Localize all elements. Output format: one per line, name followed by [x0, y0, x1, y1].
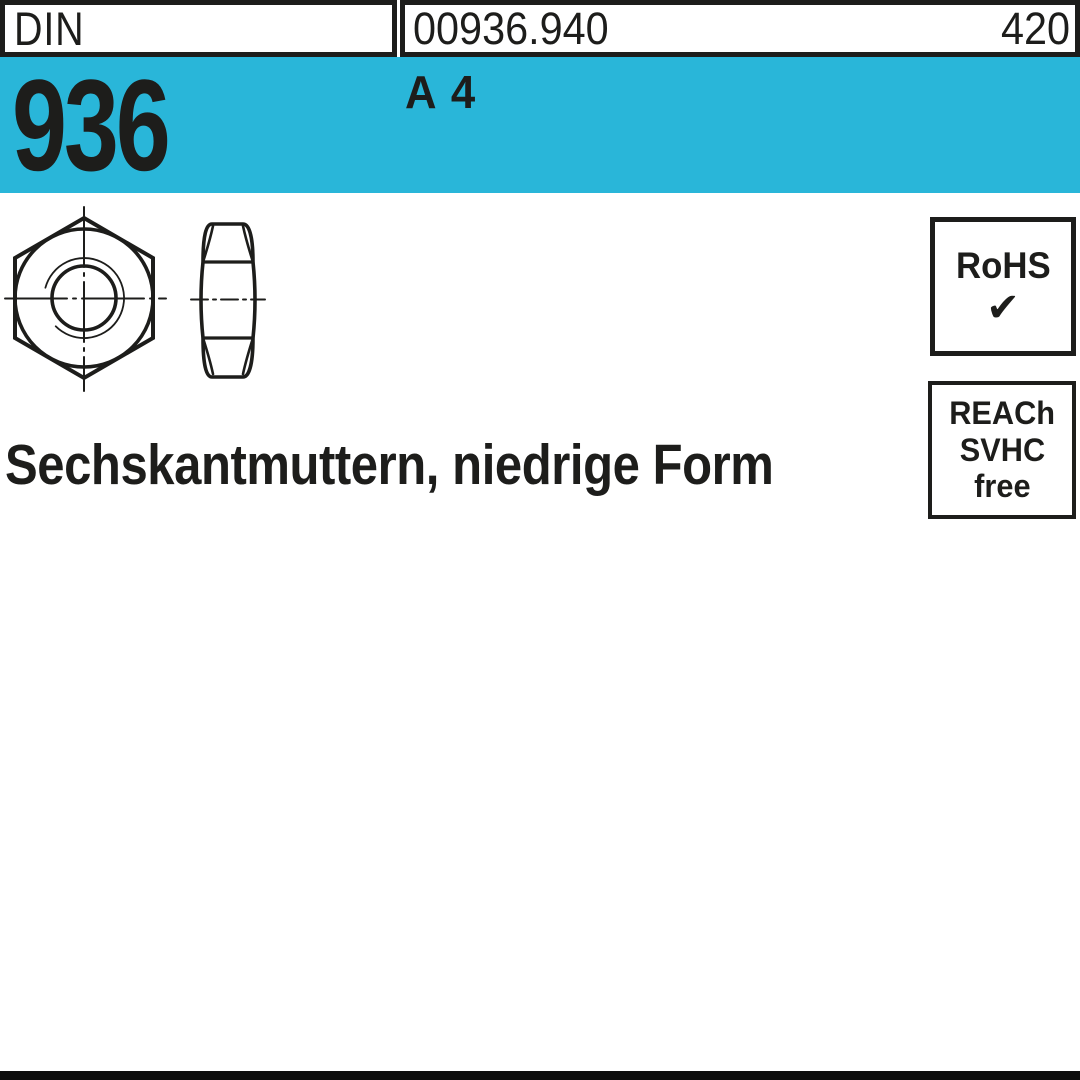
hex-nut-side-view [190, 222, 266, 379]
din-number-large: 936 [12, 52, 171, 198]
reach-label: REACh [949, 394, 1055, 431]
bore-hole-circle [50, 264, 118, 332]
header-row: DIN 00936.940 420 [0, 0, 1080, 57]
rohs-label: RoHS [955, 245, 1051, 286]
chamfer-circle [13, 227, 155, 369]
rohs-badge: RoHS ✔ [930, 217, 1076, 356]
cyan-banner: 936 A 4 [0, 57, 1080, 193]
hex-nut-technical-drawing [4, 206, 266, 392]
material-grade-label: A 4 [405, 66, 476, 118]
chamfer-arc-top-right [241, 224, 255, 264]
article-number-box: 00936.940 420 [400, 0, 1080, 57]
din-standard-box: DIN [0, 0, 397, 57]
chamfer-arc-top-left [201, 224, 215, 264]
free-label: free [973, 468, 1031, 505]
chamfer-arc-bottom-left [201, 336, 215, 376]
svhc-label: SVHC [959, 431, 1045, 468]
checkmark-icon: ✔ [986, 285, 1020, 331]
din-label: DIN [14, 2, 85, 55]
bottom-border-bar [0, 1071, 1080, 1080]
page-number: 420 [1000, 3, 1070, 54]
reach-svhc-badge: REACh SVHC free [928, 381, 1076, 519]
chamfer-arc-bottom-right [241, 336, 255, 376]
thread-arc [44, 257, 125, 339]
article-number: 00936.940 [413, 3, 609, 54]
hexagon-outline [13, 215, 155, 381]
product-title: Sechskantmuttern, niedrige Form [5, 433, 774, 497]
hex-nut-front-view [4, 206, 167, 392]
